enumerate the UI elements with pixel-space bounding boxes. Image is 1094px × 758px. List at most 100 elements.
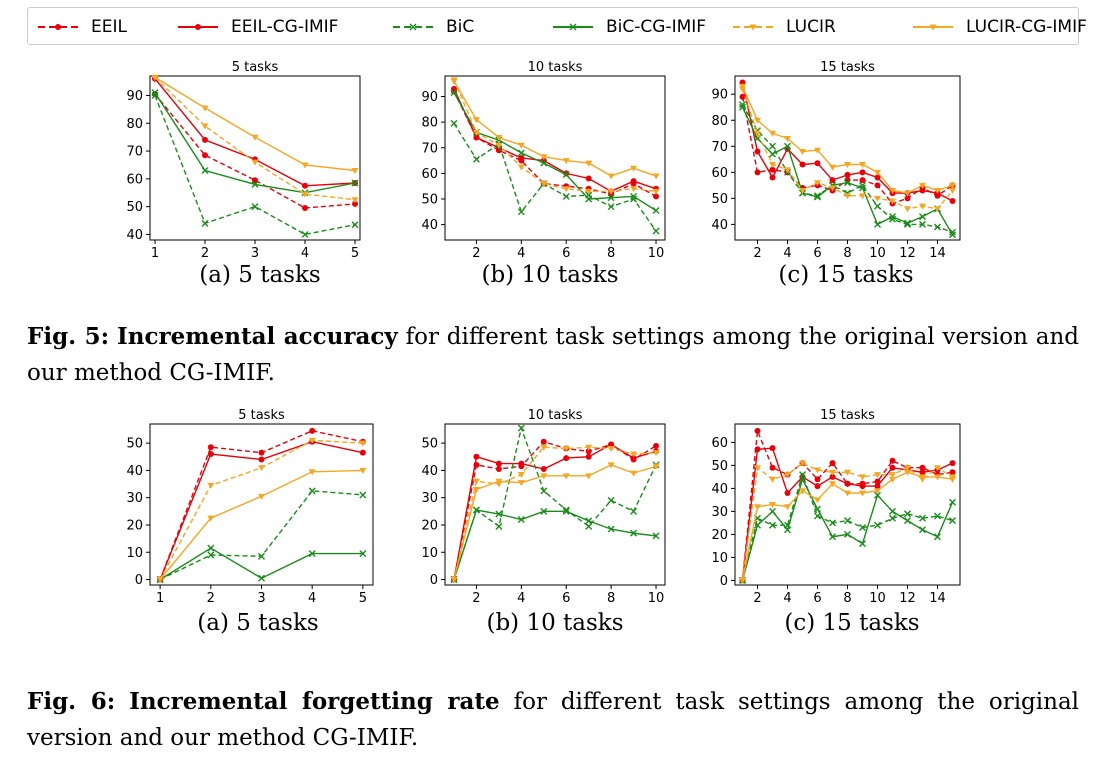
data-point-eeil — [207, 444, 214, 451]
data-point-bic-cg-imif — [754, 521, 761, 529]
y-tick-label: 30 — [421, 491, 438, 506]
fig5-subcaption-a: (a) 5 tasks — [199, 262, 321, 288]
data-point-bic-cg-imif — [919, 213, 926, 221]
data-point-eeil-cg-imif — [844, 480, 851, 487]
data-point-bic-cg-imif — [844, 530, 851, 538]
x-tick-label: 3 — [251, 246, 259, 261]
y-tick-label: 40 — [421, 464, 438, 479]
data-point-eeil-cg-imif — [754, 446, 761, 453]
data-point-bic-cg-imif — [784, 142, 791, 150]
data-point-lucir-cg-imif — [450, 577, 458, 584]
y-tick-label: 60 — [421, 167, 438, 182]
legend-label-bic-cg-imif: BiC-CG-IMIF — [606, 17, 707, 37]
data-point-bic — [251, 203, 259, 211]
data-point-lucir-cg-imif — [904, 190, 911, 197]
data-point-lucir — [904, 206, 911, 213]
data-point-lucir — [934, 465, 941, 472]
series-bic — [450, 424, 660, 584]
data-point-lucir-cg-imif — [301, 162, 309, 169]
y-tick-label: 70 — [126, 145, 143, 160]
data-point-lucir — [472, 129, 480, 136]
chart-svg: 15 tasks 2 4 6 8 10 12 14 40 50 60 70 80 90 — [711, 60, 961, 261]
data-point-lucir-cg-imif — [934, 188, 941, 195]
y-tick-label: 90 — [126, 89, 143, 104]
plot-frame — [444, 423, 666, 586]
data-point-eeil-cg-imif — [949, 197, 956, 204]
data-point-bic-cg-imif — [607, 194, 615, 202]
y-tick-label: 80 — [421, 116, 438, 131]
series-eeil-cg-imif — [739, 445, 956, 584]
data-point-eeil-cg-imif — [814, 483, 821, 490]
data-point-lucir — [829, 185, 836, 192]
data-point-eeil-cg-imif — [563, 455, 570, 462]
x-tick-label: 10 — [869, 591, 886, 606]
chart-fig6-5-tasks: 5 tasks 1 2 3 4 5 0 10 20 30 40 50 — [100, 403, 400, 613]
data-point-bic — [450, 119, 458, 127]
data-point-eeil — [309, 427, 316, 434]
data-point-bic-cg-imif — [251, 180, 259, 188]
data-point-lucir-cg-imif — [904, 469, 911, 476]
series-bic — [151, 91, 359, 238]
data-point-bic-cg-imif — [874, 220, 881, 228]
y-tick-label: 60 — [711, 436, 728, 451]
data-point-eeil — [653, 442, 660, 449]
data-point-bic-cg-imif — [308, 550, 316, 558]
data-point-lucir — [844, 193, 851, 200]
data-point-bic-cg-imif — [652, 532, 660, 540]
series-line-lucir-cg-imif — [453, 464, 657, 580]
data-point-lucir — [607, 446, 615, 453]
data-point-lucir — [540, 181, 548, 188]
data-point-lucir — [201, 123, 209, 130]
data-point-lucir — [889, 472, 896, 479]
data-point-lucir — [784, 167, 791, 174]
series-bic — [156, 487, 367, 584]
y-tick-label: 50 — [126, 200, 143, 215]
data-point-lucir — [585, 188, 593, 195]
data-point-eeil — [874, 182, 881, 189]
data-point-bic-cg-imif — [799, 475, 806, 483]
data-point-lucir — [754, 130, 761, 137]
data-point-bic-cg-imif — [904, 219, 911, 227]
x-tick-label: 10 — [869, 246, 886, 261]
data-point-bic-cg-imif — [904, 517, 911, 525]
data-point-bic-cg-imif — [889, 507, 896, 515]
data-point-lucir — [934, 206, 941, 213]
x-tick-label: 12 — [899, 591, 916, 606]
data-point-bic — [874, 521, 881, 529]
data-point-bic-cg-imif — [814, 193, 821, 201]
data-point-lucir-cg-imif — [949, 182, 956, 189]
series-line-eeil-cg-imif — [453, 88, 657, 193]
data-point-lucir-cg-imif — [151, 74, 159, 81]
data-point-lucir — [258, 465, 265, 472]
data-point-eeil-cg-imif — [799, 161, 806, 168]
data-point-eeil-cg-imif — [874, 483, 881, 490]
fig6-caption: Fig. 6: Incremental forgetting rate for … — [27, 684, 1079, 756]
data-point-bic-cg-imif — [351, 179, 359, 187]
data-point-lucir-cg-imif — [652, 463, 660, 470]
data-point-lucir-cg-imif — [844, 162, 851, 169]
data-point-lucir-cg-imif — [889, 188, 896, 195]
data-point-lucir-cg-imif — [919, 474, 926, 481]
data-point-lucir-cg-imif — [495, 135, 503, 141]
data-point-eeil — [540, 438, 547, 445]
data-point-bic-cg-imif — [517, 516, 525, 524]
data-point-eeil-cg-imif — [608, 441, 615, 448]
data-point-lucir — [814, 467, 821, 474]
data-point-lucir — [919, 203, 926, 210]
chart-fig6-10-tasks: 10 tasks 2 4 6 8 10 0 10 20 30 40 50 — [400, 403, 690, 613]
x-tick-label: 12 — [899, 246, 916, 261]
data-point-eeil-cg-imif — [207, 451, 214, 458]
legend-label-lucir: LUCIR — [786, 17, 836, 37]
series-lucir-cg-imif — [739, 469, 956, 584]
data-point-eeil — [949, 469, 956, 476]
x-tick-label: 2 — [472, 591, 480, 606]
data-point-lucir — [607, 188, 615, 195]
data-point-lucir — [874, 195, 881, 202]
data-point-lucir — [359, 440, 367, 447]
data-point-eeil — [202, 152, 208, 159]
x-tick-label: 14 — [929, 591, 946, 606]
data-point-eeil — [302, 205, 308, 212]
data-point-bic — [829, 519, 836, 527]
x-tick-label: 3 — [257, 591, 265, 606]
series-lucir — [450, 77, 660, 195]
